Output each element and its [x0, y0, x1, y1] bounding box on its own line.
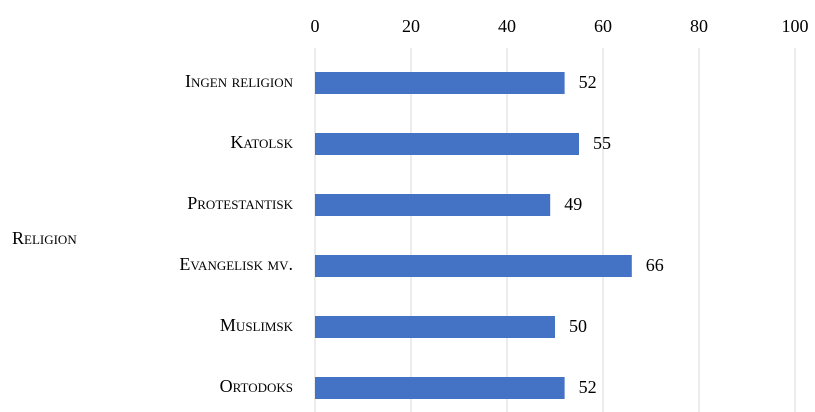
x-tick-label: 20	[402, 16, 420, 36]
data-label: 50	[569, 316, 587, 336]
bar	[315, 72, 565, 94]
x-tick-label: 40	[498, 16, 516, 36]
bar	[315, 377, 565, 399]
data-label: 49	[564, 194, 582, 214]
y-tick-label: Ortodoks	[220, 376, 293, 396]
bar	[315, 133, 579, 155]
bar	[315, 194, 551, 216]
data-label: 66	[646, 255, 664, 275]
x-tick-label: 60	[594, 16, 612, 36]
y-tick-label: Muslimsk	[220, 315, 294, 335]
y-tick-label: Evangelisk mv.	[179, 254, 293, 274]
bar	[315, 316, 555, 338]
x-tick-label: 100	[782, 16, 809, 36]
data-label: 55	[593, 133, 611, 153]
axis-label: Religion	[12, 228, 77, 248]
y-tick-label: Katolsk	[230, 132, 293, 152]
data-label: 52	[579, 72, 597, 92]
y-tick-label: Ingen religion	[185, 71, 294, 91]
x-tick-label: 80	[690, 16, 708, 36]
x-tick-label: 0	[311, 16, 320, 36]
bar	[315, 255, 632, 277]
y-tick-label: Protestantisk	[187, 193, 293, 213]
data-label: 52	[579, 377, 597, 397]
